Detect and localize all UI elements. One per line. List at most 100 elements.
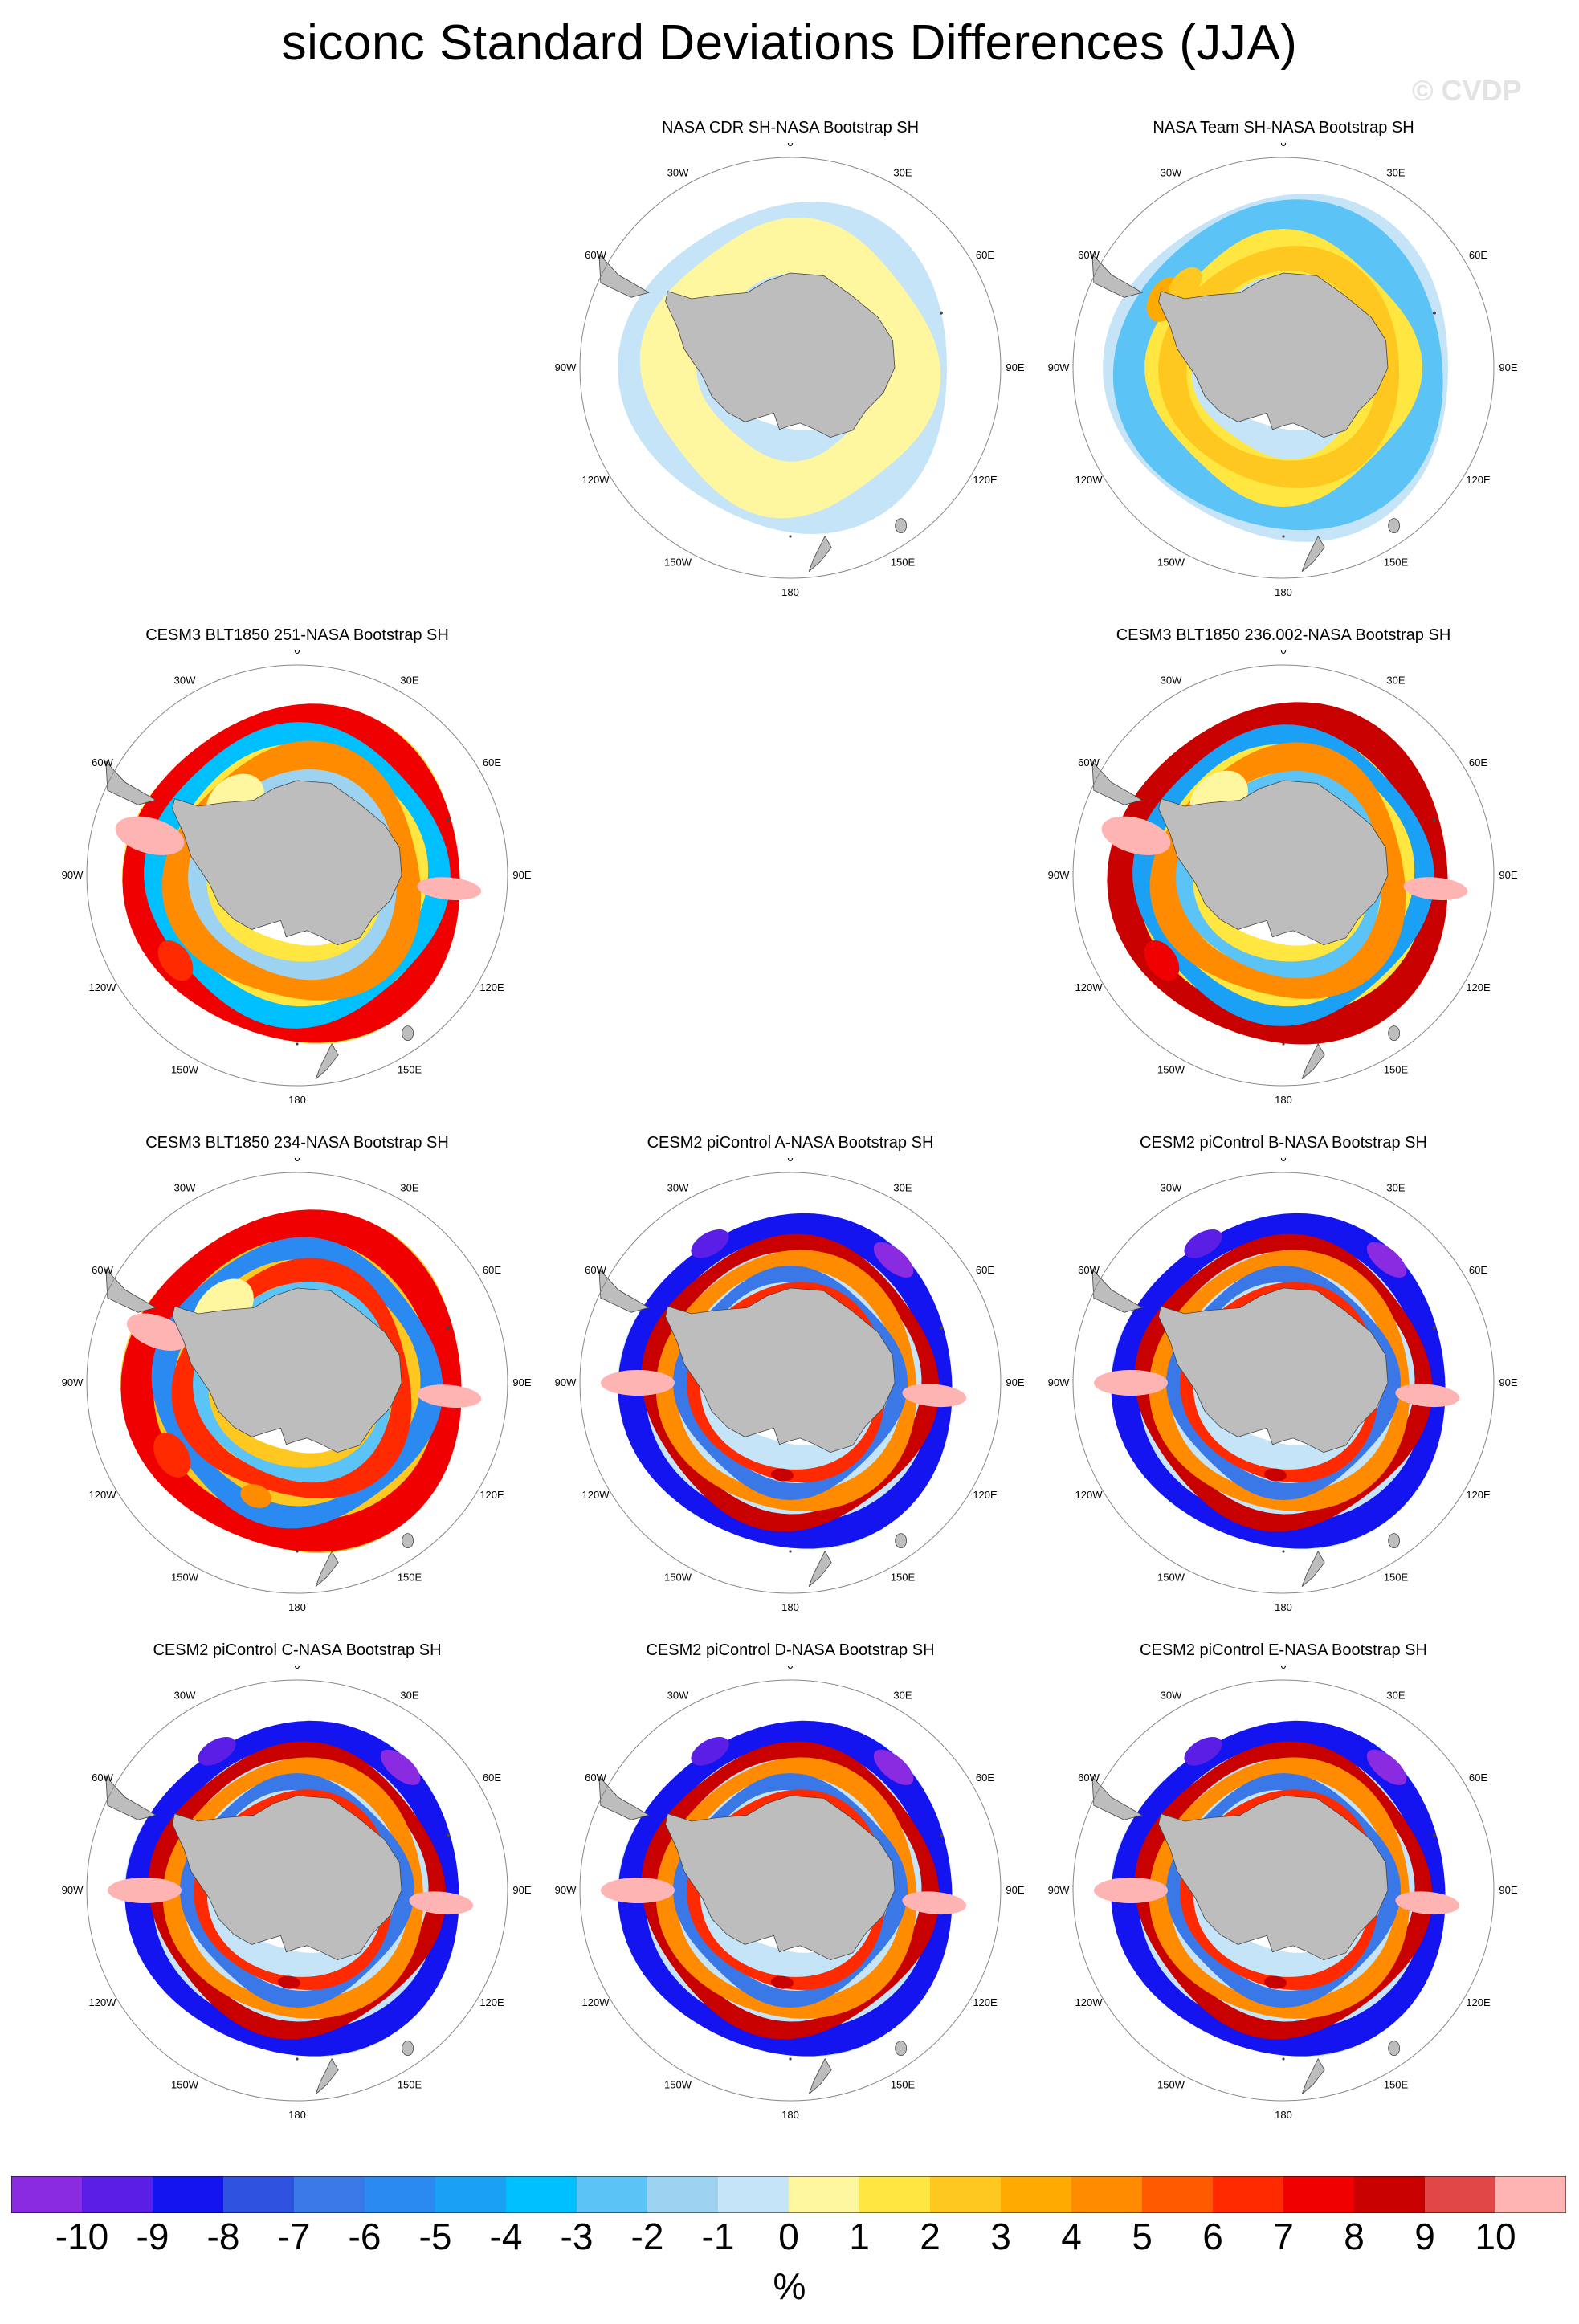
longitude-label: 0: [1280, 143, 1286, 149]
longitude-label: 120E: [973, 474, 998, 486]
anomaly-patch: [1094, 1370, 1168, 1396]
longitude-label: 180: [781, 2109, 799, 2121]
polar-map: 0 30E 60E 90E 120E 150E 180 150W 120W 90W 60W 30W: [555, 1666, 1025, 2121]
colorbar-tick-label: 1: [849, 2216, 870, 2257]
longitude-label: 150W: [1157, 1064, 1185, 1076]
antarctica-landmass: [665, 1287, 896, 1454]
panel-title: NASA CDR SH-NASA Bootstrap SH: [661, 119, 920, 137]
new-zealand-landmass: [315, 1042, 339, 1079]
longitude-label: 30W: [667, 1690, 689, 1702]
colorbar-swatch: [1001, 2176, 1072, 2213]
anomaly-patch: [417, 1384, 482, 1408]
macquarie-island: [296, 1042, 299, 1046]
longitude-label: 150W: [1157, 2079, 1185, 2091]
kerguelen-island: [446, 1326, 450, 1330]
panel-title: CESM2 piControl A-NASA Bootstrap SH: [647, 1134, 934, 1152]
longitude-label: 60E: [1469, 249, 1487, 261]
anomaly-patch: [108, 1878, 182, 1903]
longitude-label: 30W: [667, 1182, 689, 1194]
longitude-label: 60W: [585, 1264, 606, 1276]
map-panel-cesm2-e: CESM2 piControl E-NASA Bootstrap SH 0 30E…: [1042, 1641, 1524, 2139]
anomaly-patch: [1395, 1384, 1460, 1408]
map-border: [86, 664, 508, 1087]
colorbar-tick-label: -5: [418, 2216, 452, 2257]
panel-title: CESM3 BLT1850 236.002-NASA Bootstrap SH: [1116, 626, 1451, 644]
longitude-label: 30E: [893, 167, 912, 179]
map-panel-cesm3-234: CESM3 BLT1850 234-NASA Bootstrap SH 0 30E…: [56, 1134, 538, 1632]
longitude-label: 90E: [1006, 361, 1024, 373]
colorbar-swatch: [223, 2176, 295, 2213]
longitude-label: 150W: [171, 1064, 199, 1076]
anomaly-patch: [601, 1878, 675, 1903]
tasmania-landmass: [402, 1533, 414, 1548]
longitude-label: 180: [781, 586, 799, 598]
map-border: [86, 1172, 508, 1594]
longitude-label: 180: [1275, 586, 1292, 598]
longitude-label: 150W: [171, 2079, 199, 2091]
colorbar-tick-label: -1: [701, 2216, 735, 2257]
map-panel-cesm2-b: CESM2 piControl B-NASA Bootstrap SH 0 30E…: [1042, 1134, 1524, 1632]
longitude-label: 30W: [667, 167, 689, 179]
polar-map: 0 30E 60E 90E 120E 150E 180 150W 120W 90W 60W 30W: [62, 1666, 532, 2121]
kerguelen-island: [446, 1833, 450, 1837]
longitude-label: 90W: [1048, 1884, 1070, 1896]
colorbar-swatch: [11, 2176, 83, 2213]
kerguelen-island: [446, 818, 450, 822]
longitude-label: 180: [1275, 1601, 1292, 1613]
longitude-label: 90W: [555, 361, 577, 373]
longitude-label: 60W: [1078, 1264, 1100, 1276]
longitude-label: 0: [787, 143, 793, 149]
longitude-label: 90W: [62, 1376, 84, 1388]
longitude-label: 60E: [976, 1772, 994, 1784]
colorbar-swatch: [1283, 2176, 1355, 2213]
kerguelen-island: [1432, 311, 1436, 315]
longitude-label: 120E: [1466, 981, 1491, 993]
longitude-label: 120E: [973, 1996, 998, 2008]
longitude-label: 60W: [1078, 249, 1100, 261]
longitude-label: 30E: [400, 675, 418, 687]
tasmania-landmass: [1388, 2041, 1401, 2056]
colorbar-tick-label: -7: [277, 2216, 311, 2257]
anomaly-patch: [278, 1975, 300, 1989]
longitude-label: 120W: [582, 1489, 610, 1501]
longitude-label: 120E: [479, 981, 504, 993]
anomaly-patch: [691, 1229, 729, 1258]
longitude-label: 30E: [1386, 1182, 1405, 1194]
new-zealand-landmass: [315, 1550, 339, 1587]
kerguelen-island: [939, 311, 943, 315]
longitude-label: 120E: [973, 1489, 998, 1501]
colorbar-units: %: [773, 2265, 806, 2307]
map-border: [1072, 1172, 1495, 1594]
longitude-label: 60E: [1469, 1772, 1487, 1784]
colorbar-swatch: [82, 2176, 153, 2213]
longitude-label: 150E: [398, 1572, 422, 1584]
longitude-label: 0: [294, 650, 300, 656]
longitude-label: 150E: [1384, 1064, 1409, 1076]
longitude-label: 120W: [89, 981, 117, 993]
longitude-label: 60W: [585, 249, 606, 261]
longitude-label: 150W: [1157, 1572, 1185, 1584]
longitude-label: 150W: [664, 2079, 692, 2091]
longitude-label: 30E: [400, 1182, 418, 1194]
colorbar-swatch: [1142, 2176, 1214, 2213]
antarctica-landmass: [1158, 1795, 1389, 1961]
tasmania-landmass: [1388, 518, 1401, 533]
colorbar-tick-label: 4: [1061, 2216, 1082, 2257]
map-border: [579, 1172, 1002, 1594]
map-border: [579, 157, 1002, 579]
anomaly-patch: [1366, 1749, 1407, 1785]
longitude-label: 150W: [664, 557, 692, 569]
antarctica-landmass: [172, 1287, 402, 1454]
longitude-label: 90W: [1048, 1376, 1070, 1388]
longitude-label: 120E: [479, 1996, 504, 2008]
new-zealand-landmass: [1301, 1042, 1325, 1079]
colorbar-swatch: [718, 2176, 790, 2213]
longitude-label: 30E: [400, 1690, 418, 1702]
kerguelen-island: [1432, 818, 1436, 822]
longitude-label: 150W: [664, 1572, 692, 1584]
map-panel-nasa-team: NASA Team SH-NASA Bootstrap SH 0 30E 60E 90…: [1042, 119, 1524, 617]
longitude-label: 90W: [555, 1884, 577, 1896]
colorbar-swatch: [435, 2176, 507, 2213]
longitude-label: 120W: [1075, 1996, 1104, 2008]
anomaly-patch: [1101, 816, 1171, 855]
